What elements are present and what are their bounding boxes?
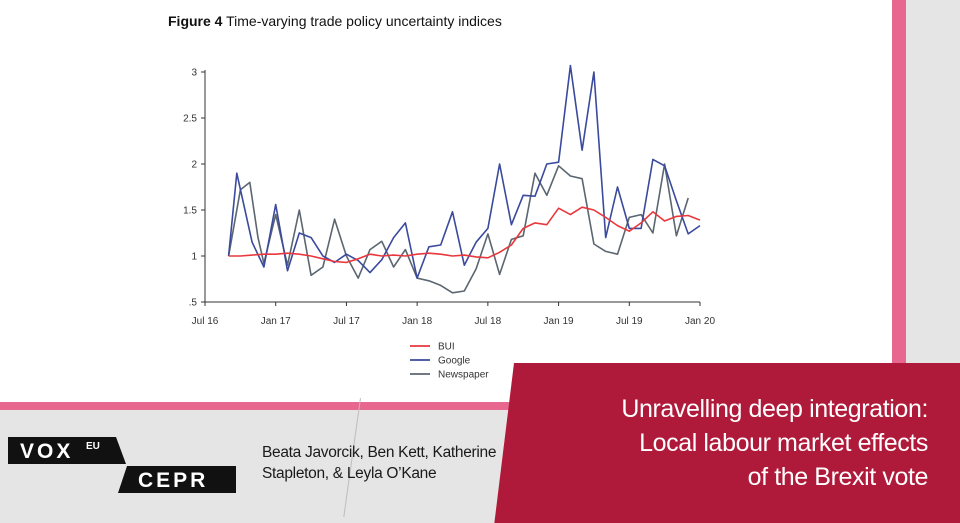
headline-line-2: Local labour market effects [639, 429, 928, 457]
y-tick-label: 3 [191, 68, 197, 79]
cepr-logo-block [118, 466, 236, 493]
series-line-newspaper [227, 163, 689, 294]
cepr-logo-text: CEPR [138, 469, 208, 492]
headline-panel-edge [870, 363, 960, 523]
y-tick-label: 1.5 [183, 206, 197, 217]
series-line-google [227, 64, 701, 279]
x-tick-label: Jul 17 [333, 316, 360, 327]
legend-label-bui: BUI [438, 342, 455, 353]
authors-line-2: Stapleton, & Leyla O’Kane [262, 465, 437, 482]
vox-logo-text: VOX [20, 440, 73, 463]
chart-legend: BUI Google Newspaper [410, 342, 489, 381]
x-tick-label: Jan 20 [685, 316, 715, 327]
x-tick-label: Jul 16 [192, 316, 219, 327]
figure-label: Figure 4 [168, 13, 223, 29]
x-tick-label: Jul 18 [475, 316, 502, 327]
y-tick-label: 2 [191, 160, 197, 171]
x-tick-label: Jan 17 [261, 316, 291, 327]
series-line-bui [228, 206, 701, 264]
authors-line-1: Beata Javorcik, Ben Kett, Katherine [262, 444, 497, 461]
y-tick-label: 2.5 [183, 114, 197, 125]
y-tick-label: 1 [191, 252, 197, 263]
vox-logo-block [8, 437, 126, 464]
x-tick-label: Jan 18 [402, 316, 432, 327]
legend-label-google: Google [438, 356, 471, 367]
voxeu-cepr-logo: VOX EU CEPR [8, 437, 236, 493]
figure-title: Figure 4 Time-varying trade policy uncer… [168, 13, 502, 29]
figure-title-text: Time-varying trade policy uncertainty in… [226, 13, 502, 29]
article-authors: Beata Javorcik, Ben Kett, Katherine Stap… [262, 442, 532, 484]
y-tick-label: .5 [189, 298, 198, 309]
headline-line-1: Unravelling deep integration: [621, 395, 928, 423]
legend-label-newspaper: Newspaper [438, 370, 489, 381]
figure-card [0, 0, 892, 402]
x-tick-label: Jan 19 [544, 316, 574, 327]
eu-logo-text: EU [86, 441, 100, 452]
x-tick-label: Jul 19 [616, 316, 643, 327]
chart-lines [227, 64, 701, 294]
pink-accent-horizontal [0, 402, 560, 410]
headline-line-3: of the Brexit vote [747, 463, 929, 491]
article-headline[interactable]: Unravelling deep integration: Local labo… [621, 392, 928, 494]
pink-accent-vertical [892, 0, 906, 402]
